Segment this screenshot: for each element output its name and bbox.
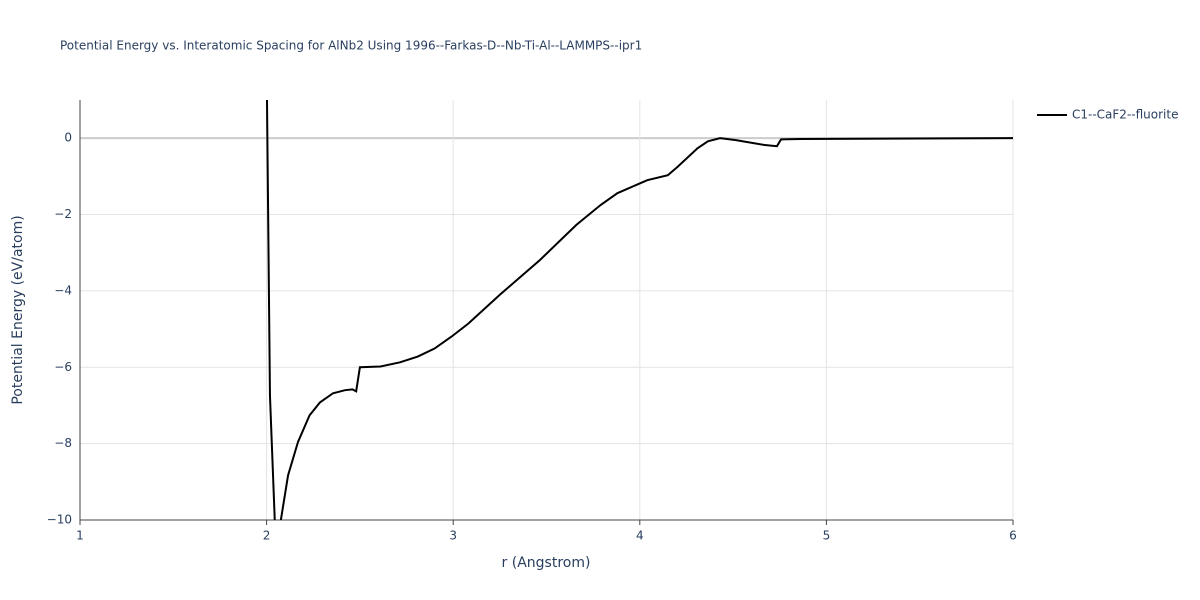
- x-axis-label: r (Angstrom): [502, 555, 591, 571]
- y-tick-label: −8: [54, 436, 72, 450]
- x-tick-label: 1: [76, 529, 84, 543]
- legend-label: C1--CaF2--fluorite: [1072, 108, 1178, 122]
- y-tick-label: −6: [54, 360, 72, 374]
- x-tick-label: 3: [449, 529, 457, 543]
- x-tick-label: 6: [1009, 529, 1017, 543]
- y-tick-label: −2: [54, 207, 72, 221]
- plot-area: [265, 100, 1013, 520]
- data-line: [265, 100, 1013, 520]
- y-tick-label: −4: [54, 283, 72, 297]
- y-tick-label: 0: [64, 131, 72, 145]
- y-tick-label: −10: [47, 513, 72, 527]
- x-tick-label: 4: [636, 529, 644, 543]
- y-axis-label: Potential Energy (eV/atom): [10, 215, 26, 404]
- x-tick-label: 5: [823, 529, 831, 543]
- x-tick-label: 2: [263, 529, 271, 543]
- chart-title: Potential Energy vs. Interatomic Spacing…: [60, 39, 642, 53]
